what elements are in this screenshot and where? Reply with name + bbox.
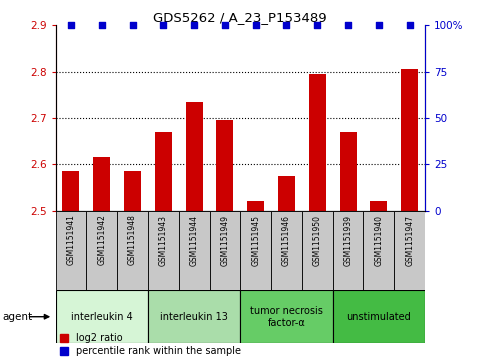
Bar xyxy=(364,211,394,290)
Bar xyxy=(62,171,79,211)
Point xyxy=(221,23,229,28)
Point xyxy=(313,23,321,28)
Bar xyxy=(86,211,117,290)
Text: GSM1151949: GSM1151949 xyxy=(220,215,229,265)
Bar xyxy=(340,132,356,211)
Text: tumor necrosis
factor-α: tumor necrosis factor-α xyxy=(250,306,323,327)
Bar xyxy=(93,157,110,211)
Point xyxy=(67,23,75,28)
Text: GSM1151939: GSM1151939 xyxy=(343,215,353,265)
Bar xyxy=(56,290,148,343)
Bar xyxy=(309,74,326,211)
Text: GSM1151945: GSM1151945 xyxy=(251,215,260,265)
Bar xyxy=(155,132,172,211)
Bar xyxy=(185,102,202,211)
Bar xyxy=(278,176,295,211)
Bar xyxy=(124,171,141,211)
Text: GSM1151946: GSM1151946 xyxy=(282,215,291,265)
Text: unstimulated: unstimulated xyxy=(346,312,411,322)
Text: GSM1151943: GSM1151943 xyxy=(159,215,168,265)
Point xyxy=(190,23,198,28)
Bar xyxy=(148,211,179,290)
Title: GDS5262 / A_23_P153489: GDS5262 / A_23_P153489 xyxy=(154,11,327,24)
Text: GSM1151948: GSM1151948 xyxy=(128,215,137,265)
Text: GSM1151944: GSM1151944 xyxy=(190,215,199,265)
Text: interleukin 13: interleukin 13 xyxy=(160,312,228,322)
Text: GSM1151950: GSM1151950 xyxy=(313,215,322,265)
Bar xyxy=(302,211,333,290)
Bar xyxy=(117,211,148,290)
Bar xyxy=(148,290,241,343)
Bar xyxy=(271,211,302,290)
Bar xyxy=(216,120,233,211)
Text: GSM1151941: GSM1151941 xyxy=(67,215,75,265)
Text: GSM1151947: GSM1151947 xyxy=(405,215,414,265)
Bar xyxy=(333,211,364,290)
Text: GSM1151942: GSM1151942 xyxy=(97,215,106,265)
Point xyxy=(252,23,259,28)
Text: GSM1151940: GSM1151940 xyxy=(374,215,384,265)
Bar xyxy=(240,211,271,290)
Point xyxy=(375,23,383,28)
Bar xyxy=(247,201,264,211)
Bar xyxy=(401,69,418,211)
Bar xyxy=(333,290,425,343)
Bar xyxy=(179,211,210,290)
Point xyxy=(406,23,413,28)
Bar xyxy=(370,201,387,211)
Point xyxy=(283,23,290,28)
Bar xyxy=(210,211,240,290)
Bar xyxy=(56,211,86,290)
Text: interleukin 4: interleukin 4 xyxy=(71,312,133,322)
Point xyxy=(128,23,136,28)
Point xyxy=(159,23,167,28)
Text: agent: agent xyxy=(2,312,32,322)
Bar xyxy=(240,290,333,343)
Point xyxy=(344,23,352,28)
Bar xyxy=(394,211,425,290)
Point xyxy=(98,23,106,28)
Legend: log2 ratio, percentile rank within the sample: log2 ratio, percentile rank within the s… xyxy=(60,333,241,356)
